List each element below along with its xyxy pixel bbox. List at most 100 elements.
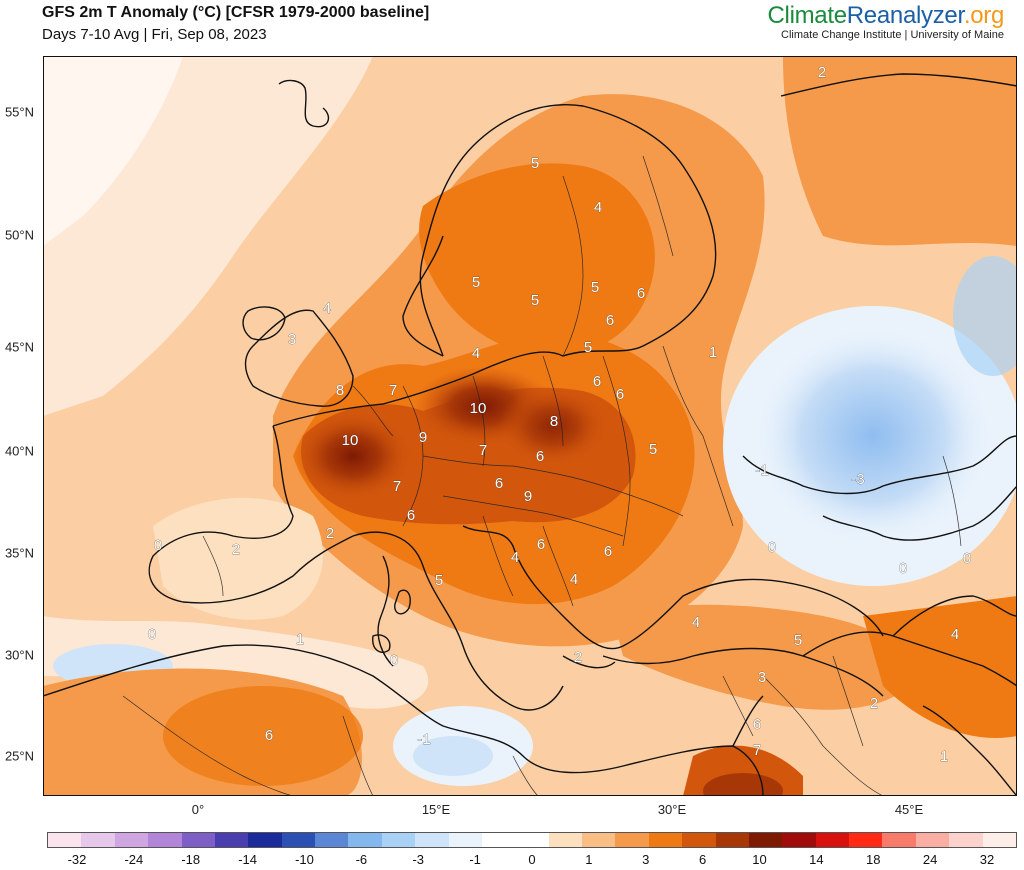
field-scandinavia (419, 163, 655, 356)
colorbar-tick: 3 (642, 852, 650, 867)
colorbar-swatch (214, 833, 249, 847)
colorbar-swatch (481, 833, 516, 847)
anomaly-value-label: 6 (616, 386, 624, 403)
anomaly-value-label: 1 (940, 748, 948, 765)
lat-label: 25°N (4, 748, 34, 764)
colorbar-swatch (348, 833, 382, 847)
anomaly-value-label: 0 (148, 626, 156, 643)
colorbar-tick: 24 (922, 852, 938, 867)
anomaly-value-label: 6 (593, 373, 601, 390)
anomaly-value-label: -3 (851, 471, 864, 488)
lat-label: 30°N (4, 647, 34, 663)
lon-label: 30°E (657, 802, 687, 817)
anomaly-value-label: 6 (537, 536, 545, 553)
lon-label: 45°E (894, 802, 924, 817)
anomaly-value-label: 0 (390, 652, 398, 669)
colorbar (47, 832, 1017, 848)
colorbar-swatch (381, 833, 416, 847)
anomaly-value-label: 0 (899, 560, 907, 577)
colorbar-tick: 0 (528, 852, 536, 867)
colorbar-swatch (148, 833, 182, 847)
colorbar-tick: -6 (355, 852, 368, 867)
colorbar-swatch (748, 833, 783, 847)
anomaly-value-label: 2 (818, 64, 826, 81)
anomaly-value-label: 5 (649, 441, 657, 458)
field-russia-warm (783, 56, 1017, 246)
field-iran (863, 596, 1017, 738)
anomaly-value-label: -1 (417, 731, 430, 748)
colorbar-tick: -32 (67, 852, 87, 867)
brand-block[interactable]: ClimateReanalyzer.org Climate Change Ins… (768, 2, 1005, 41)
brand-tagline: Climate Change Institute | University of… (781, 29, 1004, 41)
anomaly-value-label: 9 (524, 488, 532, 505)
colorbar-swatch (81, 833, 115, 847)
map-frame (43, 56, 1017, 796)
colorbar-swatch (782, 833, 816, 847)
brand-logo-part2: Reanalyzer (846, 2, 964, 29)
lat-label: 35°N (4, 545, 34, 561)
field-poland-hotspot (498, 386, 608, 466)
colorbar-tick: -18 (181, 852, 201, 867)
colorbar-swatch (682, 833, 716, 847)
anomaly-value-label: 3 (758, 669, 766, 686)
anomaly-value-label: 2 (574, 649, 582, 666)
colorbar-swatch (415, 833, 449, 847)
colorbar-swatch (281, 833, 315, 847)
anomaly-value-label: 2 (232, 541, 240, 558)
field-iberia (153, 497, 323, 620)
brand-logo-part1: Climate (767, 2, 848, 29)
anomaly-value-label: 3 (288, 331, 296, 348)
anomaly-value-label: 0 (963, 550, 971, 567)
anomaly-value-label: 6 (495, 475, 503, 492)
anomaly-value-label: 4 (594, 199, 602, 216)
anomaly-value-label: 6 (637, 285, 645, 302)
anomaly-value-label: 5 (794, 632, 802, 649)
field-libya-cooler (413, 736, 493, 776)
field-france-hotspot (293, 411, 413, 501)
anomaly-value-label: 2 (870, 695, 878, 712)
colorbar-swatch (114, 833, 149, 847)
colorbar-tick: 14 (809, 852, 824, 867)
colorbar-tick: -10 (295, 852, 314, 867)
brand-logo[interactable]: ClimateReanalyzer.org (768, 2, 1005, 30)
colorbar-tick: -1 (469, 852, 481, 867)
anomaly-value-label: 6 (606, 312, 614, 329)
anomaly-value-label: 5 (531, 292, 539, 309)
anomaly-value-label: 7 (389, 382, 397, 399)
field-sahara-hot (163, 686, 363, 786)
colorbar-tick: 1 (585, 852, 593, 867)
anomaly-value-label: 8 (336, 382, 344, 399)
colorbar-swatch (315, 833, 349, 847)
lon-label: 15°E (421, 802, 451, 817)
map-title: GFS 2m T Anomaly (°C) [CFSR 1979-2000 ba… (42, 4, 430, 21)
colorbar-swatch (515, 833, 549, 847)
anomaly-value-label: 6 (407, 507, 415, 524)
anomaly-value-label: 10 (470, 400, 487, 417)
colorbar-swatch (582, 833, 616, 847)
colorbar-ticks: -32 -24 -18 -14 -10 -6 -3 -1 0 1 3 6 10 14 18 24 32 (47, 852, 1017, 868)
anomaly-value-label: 4 (323, 300, 331, 317)
anomaly-value-label: 9 (419, 429, 427, 446)
colorbar-swatch (882, 833, 916, 847)
colorbar-tick: 32 (979, 852, 995, 867)
field-cool-east (953, 256, 1017, 376)
colorbar-swatch (181, 833, 215, 847)
anomaly-value-label: 8 (550, 413, 558, 430)
field-cool-core (753, 326, 993, 546)
lat-label: 45°N (4, 339, 34, 355)
anomaly-value-label: 5 (472, 274, 480, 291)
anomaly-value-label: 7 (393, 478, 401, 495)
colorbar-swatch (548, 833, 582, 847)
colorbar-swatch (915, 833, 950, 847)
colorbar-swatch (715, 833, 749, 847)
country-borders (122, 155, 962, 796)
colorbar-tick: 10 (752, 852, 767, 867)
anomaly-value-label: 4 (951, 626, 959, 643)
field-turkey (613, 604, 913, 710)
anomaly-value-label: 0 (768, 539, 776, 556)
colorbar-swatch (849, 833, 883, 847)
field-med (43, 616, 429, 709)
anomaly-value-label: 1 (709, 344, 717, 361)
anomaly-value-label: 10 (342, 432, 359, 449)
